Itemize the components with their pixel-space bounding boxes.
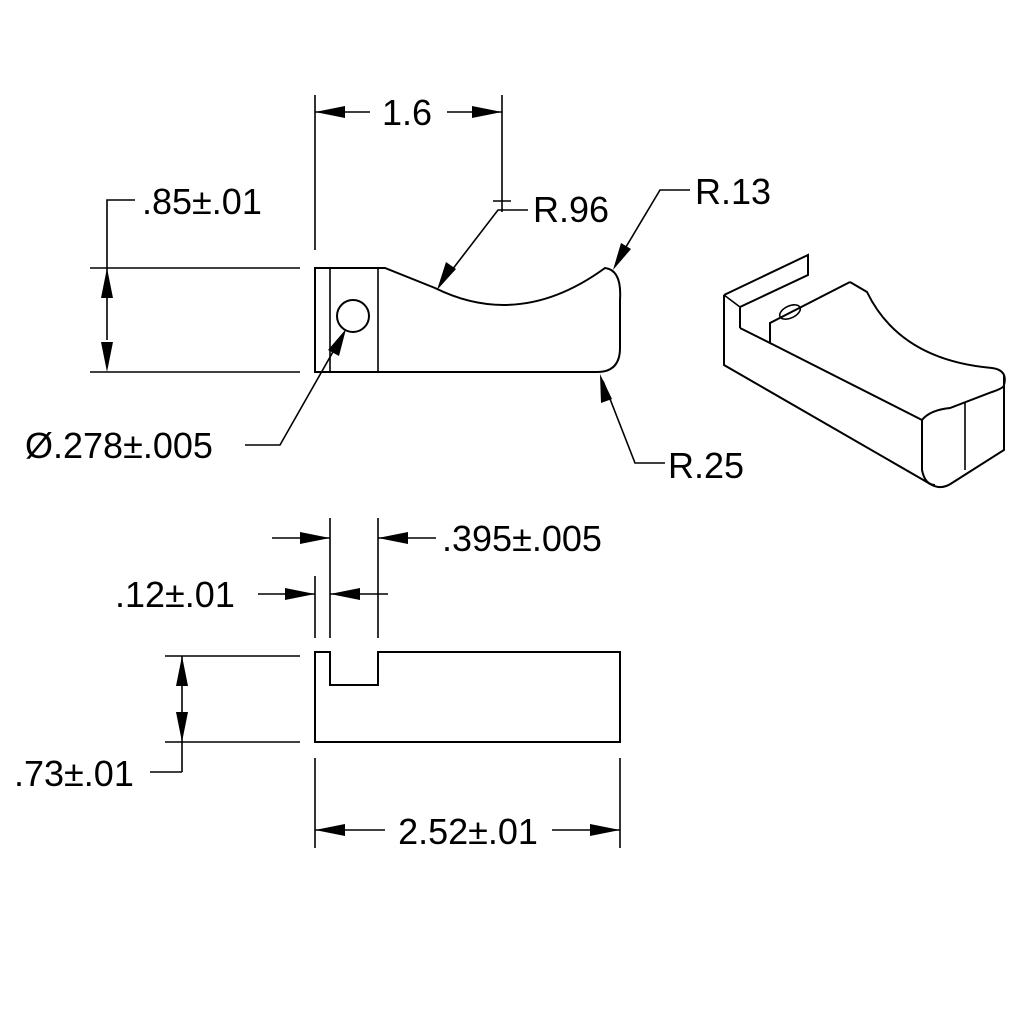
dimension-wall-thickness-label: .12±.01 [115, 574, 235, 615]
top-view-outline [314, 651, 621, 743]
front-view-outline [314, 266, 622, 373]
dimension-overall-length-label: 2.52±.01 [398, 811, 538, 852]
dimension-height: .85±.01 [90, 181, 300, 373]
dimension-radius-bottom-label: R.25 [668, 445, 744, 486]
dimension-slot-width: .395±.005 [272, 518, 602, 638]
dimension-wall-thickness: .12±.01 [115, 574, 388, 638]
dimension-radius-large-label: R.96 [533, 189, 609, 230]
front-view-hole [336, 299, 370, 333]
dimension-hole-diameter: Ø.278±.005 [25, 329, 346, 466]
isometric-view [723, 253, 1006, 489]
dimension-top-length: 1.6 [314, 92, 503, 250]
dimension-hole-diameter-label: Ø.278±.005 [25, 425, 213, 466]
dimension-top-length-label: 1.6 [382, 92, 432, 133]
dimension-radius-large: R.96 [437, 189, 609, 290]
dimension-radius-tip-label: R.13 [695, 171, 771, 212]
dimension-slot-width-label: .395±.005 [442, 518, 602, 559]
dimension-overall-length: 2.52±.01 [314, 758, 621, 852]
dimension-height-label: .85±.01 [142, 181, 262, 222]
front-view [314, 266, 622, 373]
dimension-radius-tip: R.13 [613, 171, 771, 270]
dimension-radius-bottom: R.25 [600, 374, 744, 486]
dimension-thickness-label: .73±.01 [14, 753, 134, 794]
top-view [314, 651, 621, 743]
dimension-thickness: .73±.01 [14, 655, 300, 794]
